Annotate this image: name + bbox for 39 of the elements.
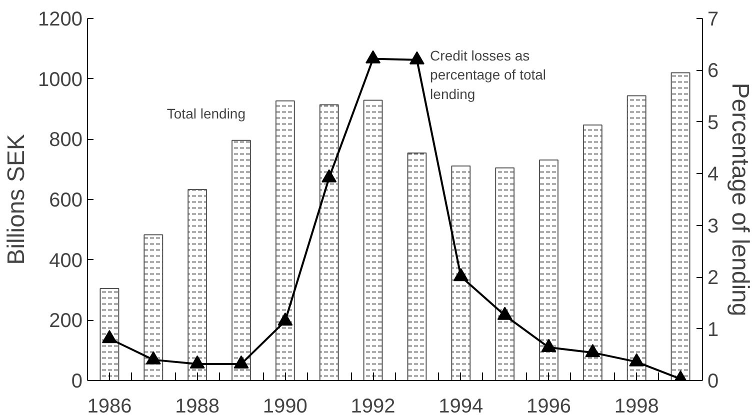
x-tick-label: 1998: [614, 396, 659, 415]
point: [366, 50, 381, 64]
y-tick-label: 0: [71, 370, 82, 392]
point: [453, 268, 468, 282]
x-tick-label: 1994: [438, 396, 484, 415]
point: [541, 338, 556, 352]
point: [322, 169, 337, 182]
point: [497, 306, 512, 320]
y2-tick-label: 0: [708, 370, 719, 392]
point: [146, 351, 161, 364]
y-tick-label: 1000: [38, 68, 83, 91]
point: [234, 355, 249, 368]
x-tick-label: 1988: [175, 396, 220, 415]
point: [102, 330, 117, 344]
x-tick-label: 1990: [262, 396, 308, 415]
point: [278, 312, 293, 326]
point: [585, 344, 600, 358]
annotation: Total lending: [166, 106, 246, 122]
y-tick-label: 400: [49, 250, 83, 272]
x-tick-label: 1996: [526, 396, 572, 415]
y2-tick-label: 5: [708, 112, 719, 134]
point: [629, 353, 644, 366]
y2-tick-label: 1: [708, 318, 719, 341]
point: [190, 355, 205, 368]
y-tick-label: 200: [49, 310, 83, 332]
x-tick-label: 1992: [350, 396, 396, 415]
annotation: Credit losses as percentage of total lending: [430, 47, 546, 102]
y-tick-label: 1200: [38, 8, 83, 30]
y2-tick-label: 4: [708, 164, 719, 186]
y2-tick-label: 2: [708, 267, 719, 290]
point: [409, 51, 424, 64]
y-tick-label: 600: [49, 190, 83, 212]
y2-tick-label: 7: [708, 8, 719, 30]
y2-tick-label: 6: [708, 60, 719, 82]
x-tick-label: 1986: [87, 396, 132, 415]
y2-axis-title: Percentage of lending: [726, 82, 754, 316]
y-axis-title: Billions SEK: [3, 134, 30, 265]
y-tick-label: 800: [49, 129, 83, 152]
y2-tick-label: 3: [708, 215, 719, 238]
